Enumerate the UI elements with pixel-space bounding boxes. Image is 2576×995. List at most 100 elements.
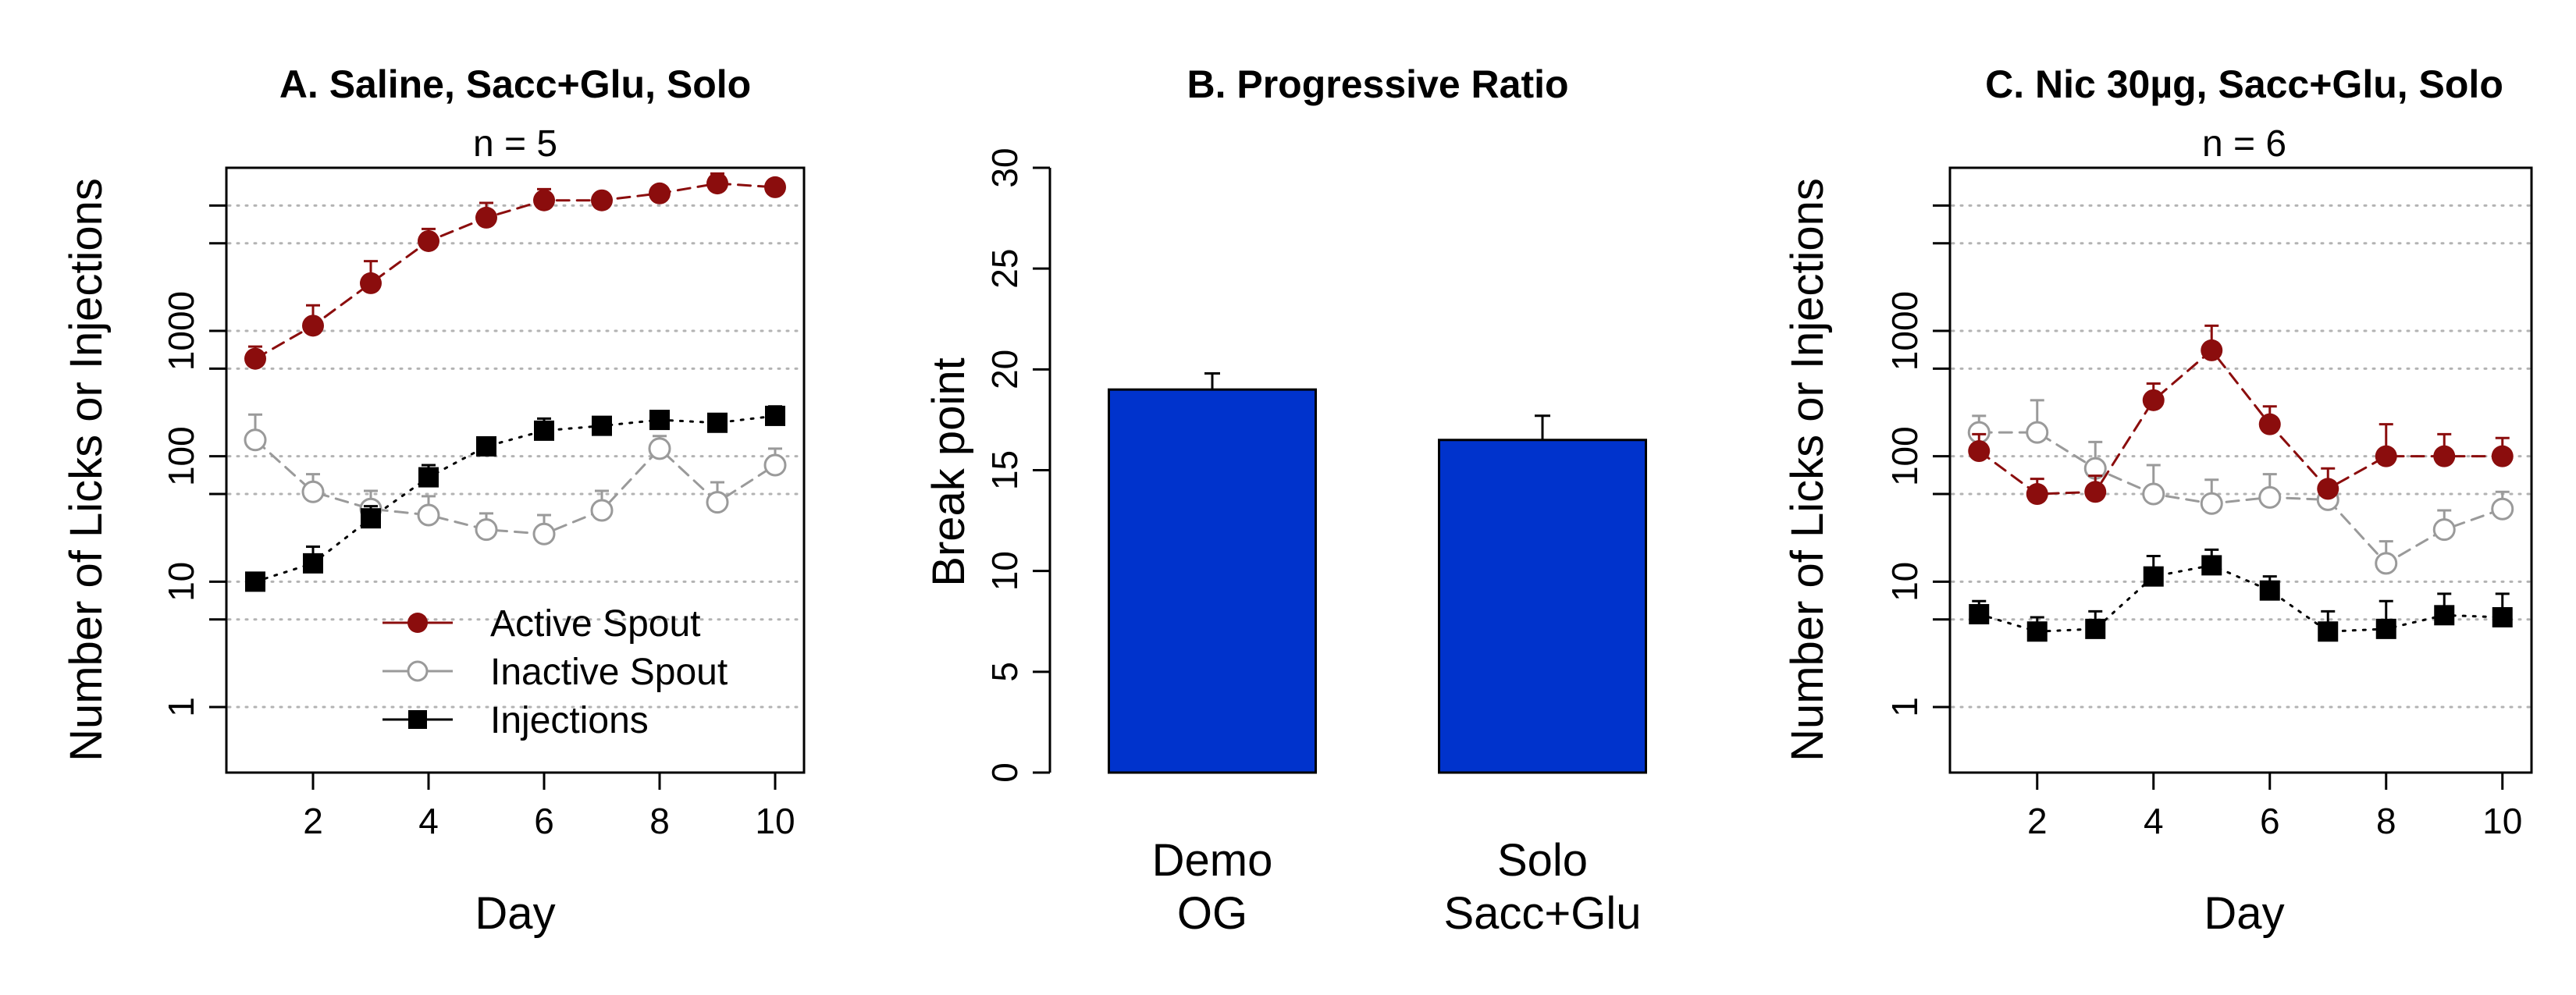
panel-b-ytick-label: 25	[984, 249, 1025, 289]
panel-a-series	[244, 172, 787, 592]
panel-b-ytick-label: 30	[984, 147, 1025, 187]
panel-b-title: B. Progressive Ratio	[1187, 62, 1568, 106]
panel-a-point-inactive-spout	[532, 522, 556, 545]
panel-c-point-inactive-spout	[2026, 421, 2049, 444]
panel-c-point-injections	[2434, 605, 2455, 626]
panel-a-title: A. Saline, Sacc+Glu, Solo	[279, 62, 751, 106]
panel-a-point-injections	[303, 553, 323, 574]
panel-c-point-inactive-spout	[2142, 482, 2165, 506]
panel-c-ylabel: Number of Licks or Injections	[1782, 178, 1833, 762]
panel-c-point-active-spout	[2317, 478, 2339, 500]
panel-c-axes: 1 10 100 1000 2 4 6 8 10	[1884, 204, 2522, 841]
panel-a-point-inactive-spout	[590, 499, 614, 522]
panel-a-xtick-label: 4	[418, 801, 439, 841]
panel-b-ytick-label: 0	[984, 762, 1025, 783]
panel-c-point-injections	[2318, 621, 2339, 642]
panel-a-point-injections	[418, 467, 439, 488]
panel-a-ylabel: Number of Licks or Injections	[61, 178, 112, 762]
panel-c-point-active-spout	[1968, 440, 1991, 463]
panel-a-xtick-label: 6	[534, 801, 554, 841]
legend-entry-inactive-spout: Inactive Spout	[382, 652, 728, 693]
legend-label-active: Active Spout	[490, 603, 700, 645]
panel-c-series-injections	[1969, 548, 2513, 642]
panel-a-point-injections	[361, 508, 381, 529]
panel-c-point-active-spout	[2026, 483, 2048, 506]
panel-a-point-inactive-spout	[301, 480, 325, 503]
panel-b-ytick-label: 5	[984, 662, 1025, 682]
panel-a-point-active-spout	[706, 172, 728, 195]
panel-c-point-active-spout	[2084, 481, 2107, 503]
panel-a-point-active-spout	[244, 347, 266, 370]
panel-a-plot-frame	[225, 166, 806, 774]
panel-a-point-active-spout	[360, 272, 382, 294]
panel-b-axes: 0 5 10 15 20 25 30	[984, 147, 1051, 783]
panel-a-ytick-label: 10	[161, 562, 201, 602]
panel-c-point-injections	[2201, 555, 2222, 576]
panel-c-point-injections	[2492, 606, 2513, 627]
legend-entry-injections: Injections	[382, 700, 649, 741]
panel-c-point-injections	[2375, 618, 2396, 639]
panel-c-point-inactive-spout	[2258, 485, 2282, 509]
panel-a-point-active-spout	[302, 314, 324, 337]
panel-c-xtick-label: 4	[2144, 801, 2164, 841]
panel-c-point-active-spout	[2201, 339, 2223, 361]
panel-c-point-injections	[1969, 604, 1990, 625]
panel-a-series-injections	[245, 405, 785, 592]
panel-c-point-active-spout	[2142, 389, 2165, 411]
panel-a-point-injections	[649, 410, 670, 431]
panel-c-line-inactive-spout	[1977, 431, 2504, 565]
panel-c-point-injections	[2085, 618, 2106, 639]
panel-a-xtick-label: 10	[755, 801, 795, 841]
panel-b-category-label: Solo	[1497, 835, 1588, 886]
legend-label-inactive: Inactive Spout	[490, 652, 728, 693]
panel-c-xtick-label: 8	[2376, 801, 2396, 841]
panel-a-ytick-label: 1	[161, 697, 201, 717]
panel-a-line-inactive-spout	[254, 439, 777, 535]
panel-c-point-active-spout	[2258, 413, 2281, 435]
panel-c-xlabel: Day	[2204, 888, 2284, 939]
panel-a-legend: Active Spout Inactive Spout Injections	[382, 603, 728, 741]
panel-a-point-inactive-spout	[417, 503, 440, 527]
panel-b-ytick-label: 15	[984, 450, 1025, 490]
panel-a: A. Saline, Sacc+Glu, Solo n = 5 1 10 100 10…	[61, 62, 806, 939]
panel-b: B. Progressive Ratio 0 5 10 15 20 25 30 DemoOG…	[923, 62, 1647, 939]
panel-a-point-injections	[592, 415, 612, 436]
panel-a-series-inactive-spout	[244, 413, 787, 545]
panel-b-bar-solo-sacc-glu	[1438, 439, 1647, 774]
panel-a-point-active-spout	[475, 206, 497, 229]
panel-c-ytick-label: 100	[1884, 426, 1925, 486]
panel-b-ytick-label: 20	[984, 350, 1025, 389]
panel-c-point-injections	[2026, 621, 2048, 642]
panel-a-line-injections	[254, 414, 777, 583]
panel-c-xtick-label: 6	[2260, 801, 2280, 841]
panel-a-point-inactive-spout	[475, 518, 498, 542]
panel-a-point-injections	[476, 435, 496, 457]
legend-injections-marker	[408, 710, 427, 729]
panel-c-ytick-label: 1	[1884, 697, 1925, 717]
panel-a-axes: 1 10 100 1000 2 4 6 8 10	[161, 204, 795, 841]
legend-label-injections: Injections	[490, 700, 649, 741]
panel-a-point-injections	[534, 420, 554, 441]
panel-c-series-active-spout	[1968, 324, 2514, 506]
panel-c-series-inactive-spout	[1967, 399, 2514, 575]
panel-c-point-active-spout	[2433, 445, 2456, 467]
panel-b-ylabel: Break point	[923, 357, 974, 586]
panel-a-point-injections	[707, 412, 728, 433]
panel-a-point-injections	[245, 571, 265, 592]
panel-c-point-active-spout	[2375, 445, 2397, 467]
panel-a-point-active-spout	[533, 189, 555, 211]
panel-a-point-active-spout	[418, 229, 439, 252]
panel-c-series	[1967, 324, 2514, 642]
panel-b-bar-demo-og	[1108, 388, 1317, 774]
panel-a-xlabel: Day	[475, 888, 555, 939]
panel-a-series-active-spout	[244, 172, 786, 370]
panel-c-point-injections	[2143, 566, 2164, 587]
panel-b-category-label: Demo	[1152, 835, 1273, 886]
panel-c-xtick-label: 10	[2482, 801, 2522, 841]
panel-a-point-inactive-spout	[763, 453, 787, 477]
panel-a-point-active-spout	[649, 182, 671, 204]
legend-entry-active-spout: Active Spout	[382, 603, 700, 645]
panel-a-ytick-label: 1000	[161, 291, 201, 371]
panel-a-point-active-spout	[591, 189, 613, 211]
panel-c-subtitle: n = 6	[2202, 123, 2286, 165]
